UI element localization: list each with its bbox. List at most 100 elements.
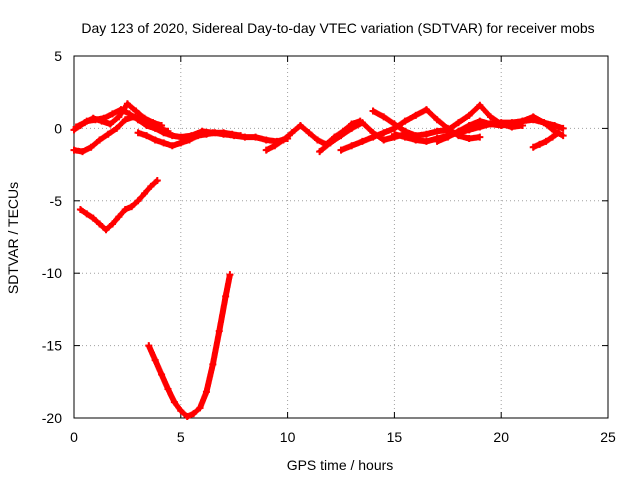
series-markers bbox=[145, 272, 233, 420]
data-point bbox=[390, 130, 398, 138]
data-point bbox=[123, 100, 131, 108]
data-point bbox=[115, 213, 123, 221]
series-track-2 bbox=[70, 113, 172, 156]
data-point bbox=[401, 133, 409, 141]
y-axis-label: SDTVAR / TECUs bbox=[5, 182, 21, 294]
data-point bbox=[454, 119, 462, 127]
data-point bbox=[487, 120, 495, 128]
data-point bbox=[314, 136, 322, 144]
data-point bbox=[140, 190, 148, 198]
data-point bbox=[145, 342, 153, 350]
data-point bbox=[271, 142, 279, 150]
data-point bbox=[79, 148, 87, 156]
y-tick-label: -15 bbox=[42, 338, 62, 354]
data-point bbox=[153, 177, 161, 185]
data-point bbox=[83, 210, 91, 218]
data-point bbox=[170, 398, 178, 406]
data-point bbox=[433, 127, 441, 135]
data-point bbox=[194, 132, 202, 140]
data-point bbox=[89, 214, 97, 222]
series-markers bbox=[77, 178, 160, 233]
data-point bbox=[555, 129, 563, 137]
data-point bbox=[476, 133, 484, 141]
data-point bbox=[529, 113, 537, 121]
data-point bbox=[369, 107, 377, 115]
data-point bbox=[508, 120, 516, 128]
data-point bbox=[380, 129, 388, 137]
series-track-4 bbox=[134, 129, 245, 150]
data-point bbox=[476, 101, 484, 109]
y-tick-label: -20 bbox=[42, 410, 62, 426]
data-point bbox=[72, 123, 80, 131]
data-point bbox=[209, 360, 217, 368]
data-point bbox=[326, 139, 334, 147]
data-marks bbox=[70, 100, 567, 421]
data-point bbox=[444, 133, 452, 141]
data-point bbox=[185, 136, 193, 144]
data-point bbox=[211, 129, 219, 137]
data-point bbox=[497, 122, 505, 130]
data-point bbox=[262, 146, 270, 154]
data-point bbox=[237, 132, 245, 140]
data-point bbox=[102, 226, 110, 234]
data-point bbox=[337, 146, 345, 154]
data-point bbox=[113, 124, 121, 132]
data-point bbox=[220, 129, 228, 137]
data-point bbox=[81, 119, 89, 127]
series-track-11 bbox=[529, 129, 563, 151]
data-point bbox=[226, 271, 234, 279]
y-tick-label: -10 bbox=[42, 265, 62, 281]
data-point bbox=[147, 182, 155, 190]
series-track-3 bbox=[72, 100, 166, 131]
data-point bbox=[183, 413, 191, 421]
data-point bbox=[559, 124, 567, 132]
data-point bbox=[422, 137, 430, 145]
data-point bbox=[140, 114, 148, 122]
data-point bbox=[76, 205, 84, 213]
data-point bbox=[177, 139, 185, 147]
data-point bbox=[487, 113, 495, 121]
data-point bbox=[143, 132, 151, 140]
data-point bbox=[128, 203, 136, 211]
data-point bbox=[358, 137, 366, 145]
data-point bbox=[548, 133, 556, 141]
x-axis-label: GPS time / hours bbox=[287, 457, 394, 473]
data-point bbox=[168, 132, 176, 140]
data-point bbox=[542, 137, 550, 145]
data-point bbox=[369, 133, 377, 141]
data-point bbox=[190, 410, 198, 418]
data-point bbox=[106, 120, 114, 128]
data-point bbox=[177, 407, 185, 415]
data-point bbox=[89, 114, 97, 122]
y-tick-label: -5 bbox=[50, 193, 63, 209]
data-point bbox=[536, 140, 544, 148]
data-point bbox=[202, 388, 210, 396]
data-point bbox=[130, 113, 138, 121]
data-point bbox=[115, 113, 123, 121]
y-tick-label: 5 bbox=[54, 48, 62, 64]
data-point bbox=[132, 107, 140, 115]
data-point bbox=[96, 136, 104, 144]
data-point bbox=[228, 130, 236, 138]
chart-title: Day 123 of 2020, Sidereal Day-to-day VTE… bbox=[81, 20, 594, 36]
plot-frame bbox=[73, 55, 609, 419]
series-track-12 bbox=[76, 177, 161, 234]
data-point bbox=[252, 133, 260, 141]
x-tick-label: 25 bbox=[600, 429, 616, 445]
data-point bbox=[149, 119, 157, 127]
data-point bbox=[454, 127, 462, 135]
series-track-10 bbox=[433, 113, 567, 145]
data-point bbox=[540, 119, 548, 127]
data-point bbox=[164, 385, 172, 393]
y-tick-label: 0 bbox=[54, 120, 62, 136]
data-point bbox=[433, 137, 441, 145]
data-point bbox=[215, 327, 223, 335]
data-point bbox=[390, 120, 398, 128]
data-point bbox=[380, 113, 388, 121]
data-point bbox=[476, 117, 484, 125]
data-point bbox=[158, 122, 166, 130]
data-point bbox=[108, 220, 116, 228]
tick-labels: 0 5 10 15 20 25 5 0 -5 -10 -15 -20 bbox=[42, 48, 616, 445]
x-tick-label: 5 bbox=[177, 429, 185, 445]
